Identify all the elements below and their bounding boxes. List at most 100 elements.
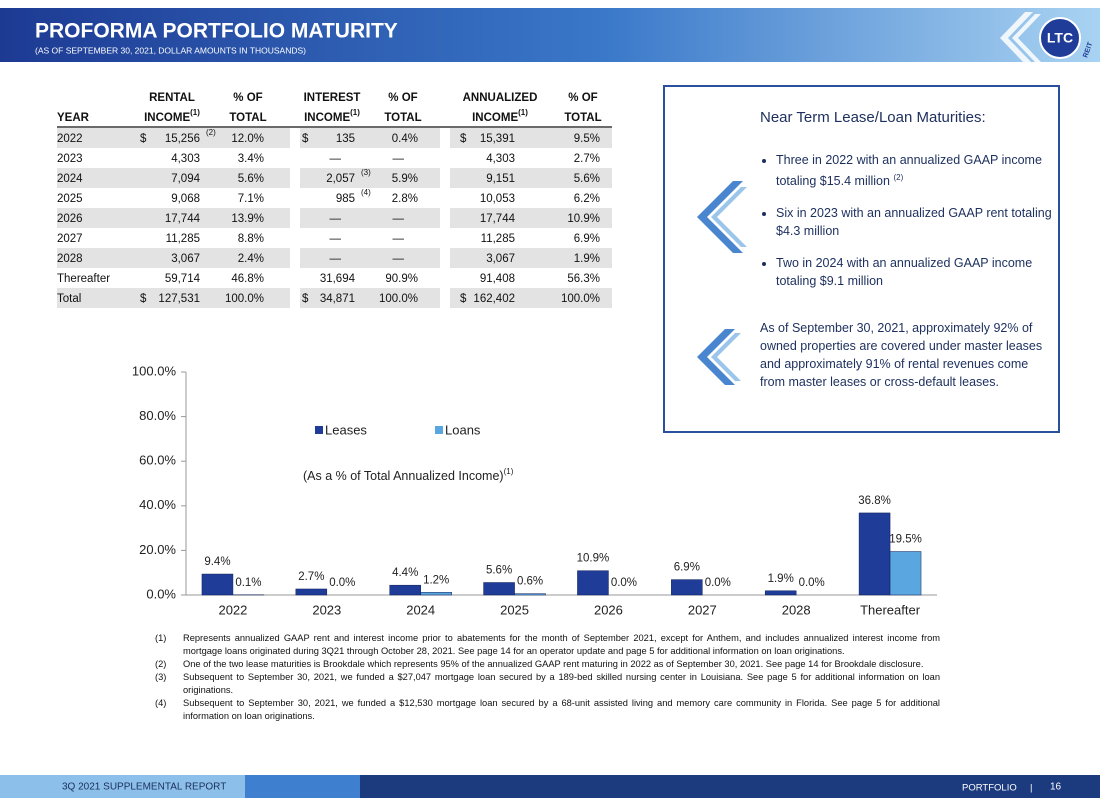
column-header-note: (1): [190, 108, 200, 117]
footer-bar-mid: [245, 775, 360, 798]
table-cell: Total: [57, 293, 81, 305]
column-header-text: TOTAL: [229, 112, 266, 124]
table-cell: 6.2%: [574, 193, 600, 205]
column-header: INCOME(1): [472, 108, 528, 124]
value-label: 0.1%: [235, 577, 261, 589]
page-subtitle: (AS OF SEPTEMBER 30, 2021, DOLLAR AMOUNT…: [35, 45, 306, 55]
x-tick-label: 2025: [500, 602, 529, 617]
legend-swatch: [435, 426, 443, 434]
table-cell: 7,094: [171, 173, 200, 185]
footnotes: (1) Represents annualized GAAP rent and i…: [155, 632, 940, 723]
bar: [858, 512, 891, 596]
logo: LTC REIT: [1000, 12, 1095, 64]
row-shade: [300, 128, 440, 148]
y-tick-label: 40.0%: [139, 497, 176, 512]
column-header: TOTAL: [384, 112, 421, 124]
footnote-text: Subsequent to September 30, 2021, we fun…: [183, 698, 940, 721]
table-cell-note: (3): [361, 168, 371, 177]
bullet: Two in 2024 with an annualized GAAP inco…: [776, 254, 1056, 290]
value-label: 1.9%: [768, 573, 794, 585]
footer-section: PORTFOLIO: [962, 783, 1017, 794]
table-cell: 100.0%: [225, 293, 264, 305]
column-header: TOTAL: [564, 112, 601, 124]
bullet-text: Two in 2024 with an annualized GAAP inco…: [776, 256, 1033, 289]
bar: [889, 551, 922, 596]
y-tick-label: 60.0%: [139, 453, 176, 468]
sidebar: Near Term Lease/Loan Maturities: Three i…: [663, 85, 1060, 433]
footnote-text: Represents annualized GAAP rent and inte…: [183, 633, 940, 656]
y-tick-label: 20.0%: [139, 542, 176, 557]
footnote-marker: (2): [155, 659, 167, 669]
value-label: 10.9%: [577, 553, 610, 565]
value-label: 4.4%: [392, 567, 418, 579]
column-header-text: INCOME: [144, 112, 190, 124]
x-tick-label: Thereafter: [860, 602, 921, 617]
table-cell: 17,744: [165, 213, 201, 225]
table-cell: 56.3%: [567, 273, 600, 285]
column-header-text: INCOME: [304, 112, 350, 124]
table-cell: 7.1%: [238, 193, 264, 205]
x-tick-label: 2022: [218, 602, 247, 617]
footnote: (4) Subsequent to September 30, 2021, we …: [155, 697, 940, 723]
table-cell: 17,744: [480, 213, 516, 225]
table-cell: —: [330, 253, 342, 265]
value-label: 0.0%: [705, 577, 731, 589]
header-bar: [0, 8, 1100, 62]
table-cell-note: (4): [361, 188, 371, 197]
row-shade: [57, 208, 290, 228]
table-cell: 9.5%: [574, 133, 600, 145]
x-tick-label: 2024: [406, 602, 435, 617]
table-cell: —: [330, 213, 342, 225]
row-shade: [450, 208, 612, 228]
row-shade: [450, 248, 612, 268]
table-cell: 10,053: [480, 193, 515, 205]
bullet-text: Three in 2022 with an annualized GAAP in…: [776, 153, 1042, 189]
bar: [764, 590, 797, 596]
page-title: PROFORMA PORTFOLIO MATURITY: [35, 20, 398, 43]
footer-bar-right: [360, 775, 1100, 798]
bar: [201, 573, 234, 596]
table-cell: 2023: [57, 153, 83, 165]
table-cell: 127,531: [158, 293, 200, 305]
bullet-note: (2): [893, 173, 904, 182]
y-tick-label: 80.0%: [139, 408, 176, 423]
bullet-text: Six in 2023 with an annualized GAAP rent…: [776, 206, 1052, 239]
table-cell: 59,714: [165, 273, 201, 285]
table-cell: 135: [336, 133, 355, 145]
footnote: (2) One of the two lease maturities is Br…: [155, 658, 940, 671]
value-label: 19.5%: [889, 534, 922, 546]
x-tick-label: 2023: [312, 602, 341, 617]
table-cell: 90.9%: [385, 273, 418, 285]
table-cell: 5.6%: [238, 173, 264, 185]
bar: [389, 584, 421, 596]
bar: [671, 579, 703, 596]
table-cell: 2025: [57, 193, 83, 205]
table-cell: 12.0%: [231, 133, 264, 145]
table-cell-prefix: $: [140, 293, 147, 305]
table-cell: —: [330, 153, 342, 165]
bar: [577, 570, 609, 596]
table-cell: 2.8%: [392, 193, 418, 205]
table-cell: 1.9%: [574, 253, 600, 265]
value-label: 0.0%: [611, 577, 637, 589]
table-cell: 100.0%: [379, 293, 418, 305]
chevrons: [697, 181, 747, 385]
column-header: ANNUALIZED: [463, 92, 538, 104]
sidebar-heading: Near Term Lease/Loan Maturities:: [760, 109, 986, 126]
value-label: 5.6%: [486, 565, 512, 577]
table-cell: 2026: [57, 213, 83, 225]
column-header-text: TOTAL: [384, 112, 421, 124]
table-cell: 5.9%: [392, 173, 418, 185]
value-label: 0.6%: [517, 576, 543, 588]
footnote-text: One of the two lease maturities is Brook…: [183, 659, 924, 669]
column-header: INCOME(1): [144, 108, 200, 124]
table-cell: 9,068: [171, 193, 200, 205]
column-header-note: (1): [518, 108, 528, 117]
table-cell: 91,408: [480, 273, 515, 285]
table-cell: 31,694: [320, 273, 356, 285]
table-cell: 5.6%: [574, 173, 600, 185]
table-cell: 162,402: [473, 293, 515, 305]
column-header-text: INCOME: [472, 112, 518, 124]
column-header: % OF: [388, 92, 417, 104]
row-shade: [450, 168, 612, 188]
